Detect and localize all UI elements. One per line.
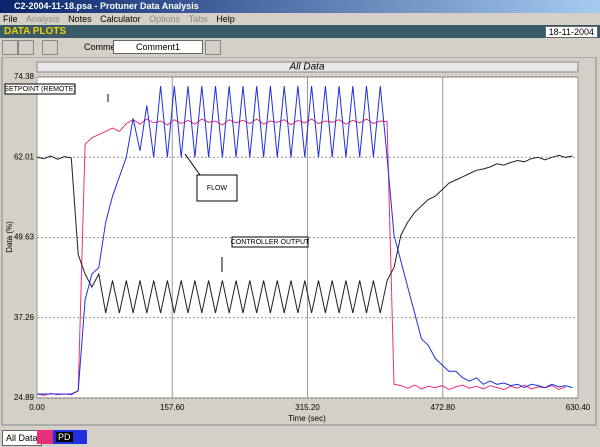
date-field: 18-11-2004 (544, 26, 598, 38)
chart-title: All Data (288, 62, 324, 73)
y-axis-label: Data (%) (5, 221, 14, 253)
undo-button[interactable] (2, 40, 18, 55)
tab[interactable]: PD (53, 430, 87, 444)
menu-bar: File Analysis Notes Calculator Options T… (0, 13, 600, 25)
annotation: CONTROLLER OUTPUT (231, 239, 310, 246)
data-line (37, 85, 573, 395)
menu-item[interactable]: Analysis (26, 14, 60, 24)
menu-item[interactable]: File (3, 14, 18, 24)
x-tick-label: 157.60 (160, 403, 185, 412)
annotation-box (196, 174, 238, 202)
data-line (36, 154, 573, 314)
menu-item[interactable]: Options (149, 14, 181, 24)
chart-title-bar (36, 61, 579, 73)
x-tick-label: 472.80 (431, 403, 456, 412)
y-tick-label: 62.01 (14, 152, 35, 161)
close-button[interactable] (42, 40, 58, 55)
comment-label: Comment (84, 42, 124, 52)
x-axis-label: Time (sec) (288, 414, 326, 423)
y-tick-label: 37.26 (14, 313, 35, 322)
y-tick-label: 49.63 (14, 233, 35, 242)
chart: All Data Data (%) Time (sec) 24.89 37.26 4… (1, 57, 597, 426)
toolbar: Comment Comment1 (0, 39, 600, 55)
menu-item[interactable]: Tabs (188, 14, 208, 24)
annotation: SETPOINT (REMOTE) (4, 86, 75, 93)
y-tick-label: 74.38 (14, 72, 35, 81)
x-tick-label: 630.40 (566, 403, 591, 412)
annotation: FLOW (207, 185, 228, 192)
menu-item[interactable]: Calculator (100, 14, 141, 24)
tab[interactable]: All Data (2, 430, 42, 446)
annotation-arrow (184, 153, 201, 176)
x-tick-label: 0.00 (29, 403, 45, 412)
header-bar: DATA PLOTS 18-11-2004 (0, 25, 600, 38)
annotation-box (4, 83, 76, 95)
annotation-box (231, 236, 309, 248)
open-button[interactable] (18, 40, 34, 55)
menu-item[interactable]: Notes (68, 14, 92, 24)
y-tick-label: 24.89 (14, 393, 35, 402)
tab-label: PD (56, 432, 73, 442)
x-tick-label: 315.20 (295, 403, 320, 412)
edit-button[interactable] (205, 40, 221, 55)
tab[interactable] (37, 430, 53, 444)
title-bar: C2-2004-11-18.psa - Protuner Data Analys… (0, 0, 600, 13)
tab-bar: All Data PD (0, 428, 600, 447)
menu-item[interactable]: Help (216, 14, 235, 24)
comment-field[interactable]: Comment1 (113, 40, 203, 54)
header-title: DATA PLOTS (4, 26, 67, 37)
